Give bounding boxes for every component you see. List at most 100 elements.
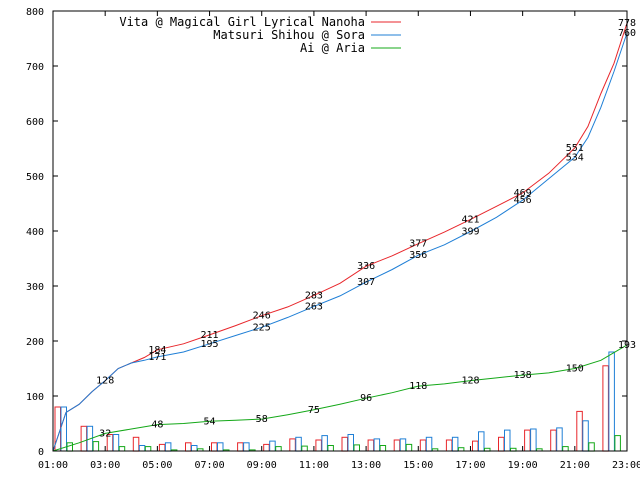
hourly-bar <box>66 442 73 452</box>
hourly-bar <box>275 446 282 452</box>
x-tick-label: 15:00 <box>403 460 433 471</box>
point-label: 48 <box>151 420 163 431</box>
point-label: 211 <box>200 330 218 341</box>
x-tick-label: 23:00 <box>612 460 640 471</box>
x-tick-label: 21:00 <box>560 460 590 471</box>
axes: 0 100 200 300 400 500 600 700 800 01:00 03:00 05:00… <box>26 7 640 471</box>
legend-label: Matsuri Shihou @ Sora <box>213 28 365 42</box>
hourly-bar <box>353 444 360 452</box>
hourly-bar <box>608 351 615 452</box>
point-label: 263 <box>305 301 323 312</box>
point-label: 283 <box>305 290 323 301</box>
hourly-bar <box>301 445 308 452</box>
legend: Vita @ Magical Girl Lyrical NanohaMatsur… <box>119 15 401 55</box>
plot-frame <box>52 10 628 452</box>
point-label: 225 <box>253 322 271 333</box>
hourly-bar <box>393 439 401 452</box>
hourly-bars <box>54 351 621 452</box>
hourly-bar <box>451 436 459 452</box>
hourly-bar <box>373 438 381 452</box>
y-tick-label: 600 <box>26 117 44 128</box>
hourly-bar <box>556 427 563 452</box>
hourly-bar <box>576 410 583 452</box>
y-tick-label: 100 <box>26 392 44 403</box>
x-tick-label: 03:00 <box>90 460 120 471</box>
hourly-bar <box>327 445 334 452</box>
hourly-bar <box>478 431 485 452</box>
hourly-bar <box>425 436 433 452</box>
hourly-bar <box>269 440 276 452</box>
point-label: 54 <box>203 416 215 427</box>
point-label: 138 <box>514 370 532 381</box>
point-label: 32 <box>99 428 111 439</box>
point-label: 307 <box>357 277 375 288</box>
hourly-bar <box>347 434 354 452</box>
hourly-bar <box>191 445 198 452</box>
point-label: 456 <box>514 195 532 206</box>
point-label: 171 <box>148 352 166 363</box>
point-label: 75 <box>308 405 320 416</box>
point-label: 399 <box>461 227 479 238</box>
hourly-bar <box>217 442 224 452</box>
y-tick-label: 500 <box>26 172 44 183</box>
hourly-bar <box>588 442 595 452</box>
point-labels: 1281842112462833363774214695517781711952… <box>96 18 636 439</box>
hourly-bar <box>185 442 192 452</box>
hourly-bar <box>315 439 322 452</box>
hourly-bar <box>550 429 557 452</box>
y-tick-label: 200 <box>26 337 44 348</box>
hourly-bar <box>80 425 88 452</box>
hourly-bar <box>118 446 126 452</box>
hourly-bar <box>399 438 407 452</box>
x-tick-label: 19:00 <box>508 460 538 471</box>
legend-label: Vita @ Magical Girl Lyrical Nanoha <box>119 15 365 29</box>
y-tick-label: 400 <box>26 227 44 238</box>
hourly-bar <box>562 446 569 452</box>
point-label: 421 <box>461 214 479 225</box>
hourly-bar <box>295 436 302 452</box>
hourly-bar <box>341 436 348 452</box>
hourly-bar <box>472 440 479 452</box>
x-tick-label: 05:00 <box>142 460 172 471</box>
hourly-bar <box>132 436 140 452</box>
hourly-bar <box>419 439 427 452</box>
hourly-bar <box>530 428 537 452</box>
x-tick-label: 13:00 <box>351 460 381 471</box>
x-tick-label: 09:00 <box>247 460 277 471</box>
point-label: 58 <box>256 414 268 425</box>
hourly-bar <box>367 439 375 452</box>
point-label: 534 <box>566 152 584 163</box>
hourly-bar <box>164 442 172 452</box>
hourly-bar <box>237 442 244 452</box>
y-tick-label: 0 <box>38 447 44 458</box>
y-tick-label: 700 <box>26 62 44 73</box>
point-label: 184 <box>148 345 166 356</box>
hourly-bar <box>405 443 413 452</box>
hourly-bar <box>158 443 166 452</box>
series-line-3 <box>52 344 628 452</box>
point-label: 377 <box>409 239 427 250</box>
hourly-bar <box>92 441 100 452</box>
point-label: 128 <box>461 376 479 387</box>
point-label: 336 <box>357 261 375 272</box>
hourly-bar <box>582 420 589 452</box>
legend-label: Ai @ Aria <box>300 41 365 55</box>
point-label: 118 <box>409 381 427 392</box>
point-label: 96 <box>360 393 372 404</box>
point-label: 150 <box>566 364 584 375</box>
hourly-bar <box>614 435 621 452</box>
hourly-bar <box>211 442 218 452</box>
hourly-bar <box>379 445 387 452</box>
hourly-bar <box>602 365 609 452</box>
hourly-bar <box>138 445 146 452</box>
cumulative-lines <box>52 22 628 452</box>
hourly-bar <box>263 443 270 452</box>
y-tick-label: 800 <box>26 7 44 18</box>
hourly-bar <box>243 442 250 452</box>
hourly-bar <box>54 406 61 452</box>
hourly-bar <box>524 429 531 452</box>
x-tick-label: 01:00 <box>38 460 68 471</box>
point-label: 469 <box>514 188 532 199</box>
series-line-2 <box>52 32 628 452</box>
